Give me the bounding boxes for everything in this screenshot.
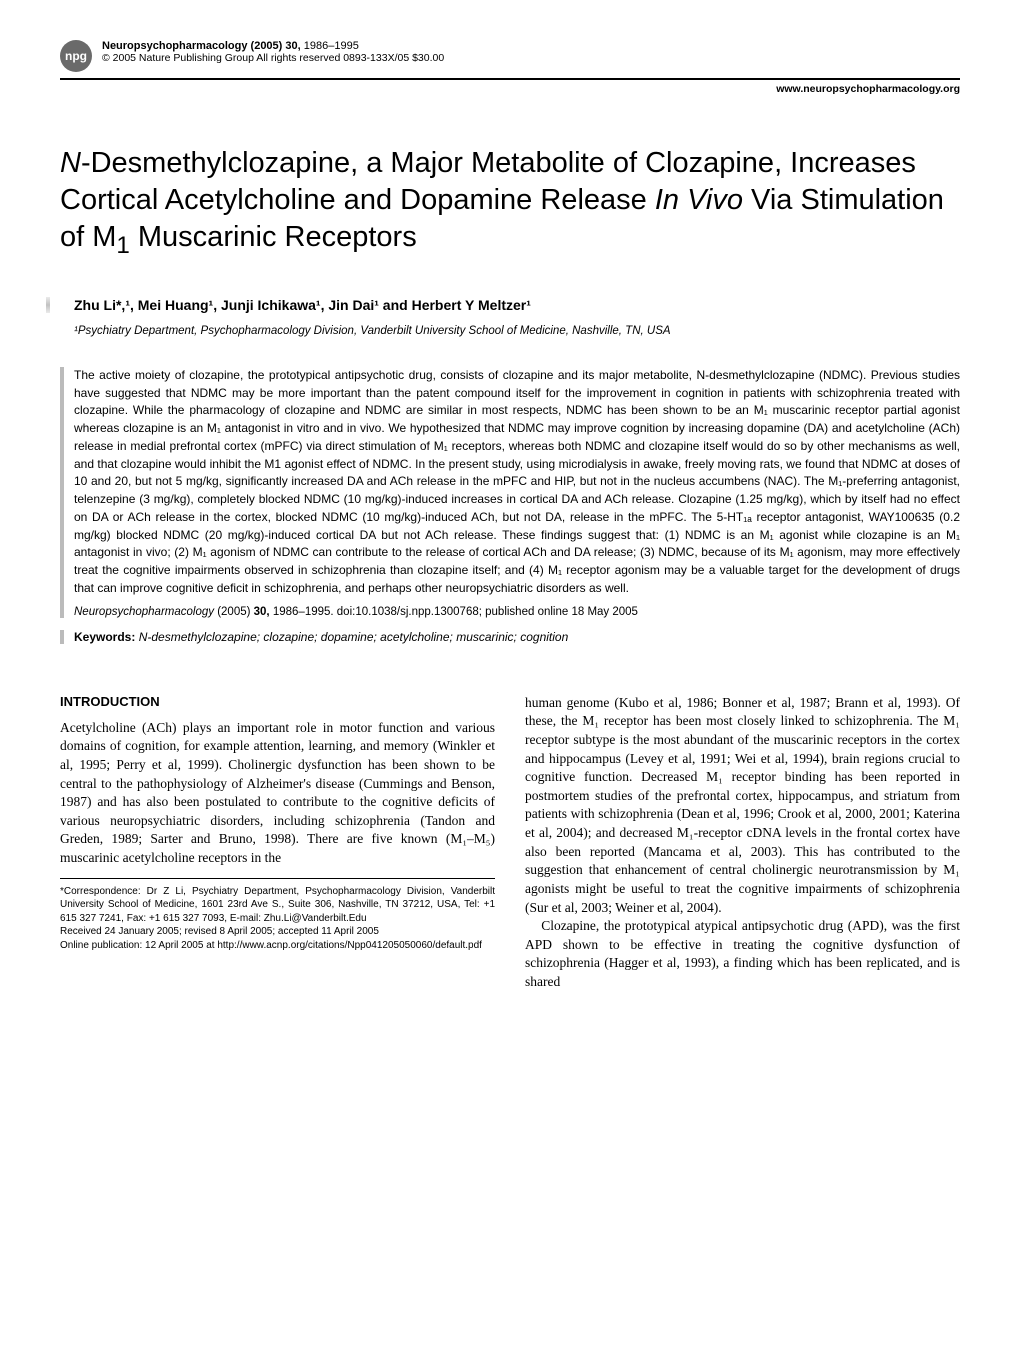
abstract-text: The active moiety of clozapine, the prot… bbox=[74, 367, 960, 598]
journal-info: Neuropsychopharmacology (2005) 30, 1986–… bbox=[102, 40, 960, 64]
body-columns: INTRODUCTION Acetylcholine (ACh) plays a… bbox=[60, 694, 960, 992]
online-pub-footnote: Online publication: 12 April 2005 at htt… bbox=[60, 939, 495, 953]
citation-journal: Neuropsychopharmacology bbox=[74, 606, 214, 618]
logo-text: npg bbox=[65, 49, 87, 63]
intro-para-1: Acetylcholine (ACh) plays an important r… bbox=[60, 719, 495, 868]
keywords-line: Keywords: N-desmethylclozapine; clozapin… bbox=[74, 630, 960, 644]
title-subscript: 1 bbox=[116, 232, 129, 259]
intro-para-2: human genome (Kubo et al, 1986; Bonner e… bbox=[525, 694, 960, 918]
left-column: INTRODUCTION Acetylcholine (ACh) plays a… bbox=[60, 694, 495, 992]
article-title: N-Desmethylclozapine, a Major Metabolite… bbox=[60, 145, 960, 262]
citation-pages: 1986–1995. doi:10.1038/sj.npp.1300768; p… bbox=[270, 606, 638, 618]
authors-block: Zhu Li*,¹, Mei Huang¹, Junji Ichikawa¹, … bbox=[60, 297, 960, 313]
affiliation: ¹Psychiatry Department, Psychopharmacolo… bbox=[74, 325, 960, 337]
right-column: human genome (Kubo et al, 1986; Bonner e… bbox=[525, 694, 960, 992]
copyright-line: © 2005 Nature Publishing Group All right… bbox=[102, 52, 960, 64]
intro-para-3: Clozapine, the prototypical atypical ant… bbox=[525, 917, 960, 992]
title-end: Muscarinic Receptors bbox=[130, 221, 417, 253]
journal-header: npg Neuropsychopharmacology (2005) 30, 1… bbox=[60, 40, 960, 72]
citation-volume: 30, bbox=[254, 606, 270, 618]
page-range: 1986–1995 bbox=[304, 40, 359, 52]
received-footnote: Received 24 January 2005; revised 8 Apri… bbox=[60, 925, 495, 939]
website-url: www.neuropsychopharmacology.org bbox=[60, 78, 960, 95]
footnote-divider bbox=[60, 878, 495, 879]
keywords-label: Keywords: bbox=[74, 630, 135, 644]
journal-name: Neuropsychopharmacology (2005) 30, bbox=[102, 40, 301, 52]
keywords-text: N-desmethylclozapine; clozapine; dopamin… bbox=[135, 630, 568, 644]
correspondence-footnote: *Correspondence: Dr Z Li, Psychiatry Dep… bbox=[60, 885, 495, 926]
citation-year: (2005) bbox=[217, 606, 253, 618]
title-invivo: In Vivo bbox=[655, 184, 743, 216]
introduction-heading: INTRODUCTION bbox=[60, 694, 495, 709]
title-prefix-italic: N bbox=[60, 147, 81, 179]
citation-line: Neuropsychopharmacology (2005) 30, 1986–… bbox=[74, 606, 960, 618]
authors-list: Zhu Li*,¹, Mei Huang¹, Junji Ichikawa¹, … bbox=[74, 297, 960, 313]
publisher-logo: npg bbox=[60, 40, 92, 72]
abstract-section: The active moiety of clozapine, the prot… bbox=[60, 367, 960, 618]
keywords-section: Keywords: N-desmethylclozapine; clozapin… bbox=[60, 630, 960, 644]
journal-name-line: Neuropsychopharmacology (2005) 30, 1986–… bbox=[102, 40, 960, 52]
